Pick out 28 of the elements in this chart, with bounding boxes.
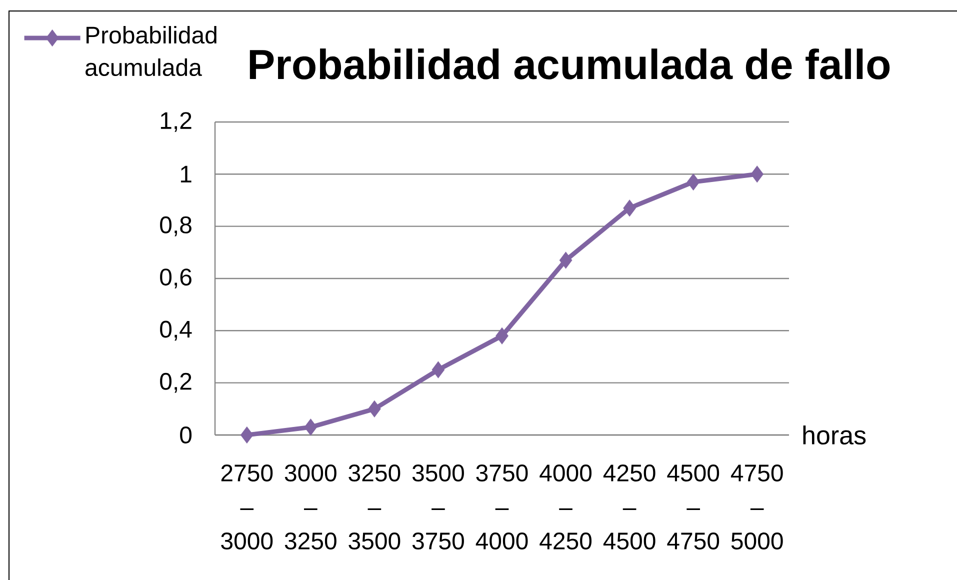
point (304, 418, 318, 436)
point (623, 200, 636, 217)
legend-label: Probabilidad acumulada (86, 26, 216, 76)
y-tick-label: 0,8 (160, 216, 192, 236)
y-tick-label: 0,6 (160, 268, 192, 288)
point (686, 173, 700, 191)
y-tick-label: 1,2 (160, 112, 192, 132)
point (750, 166, 764, 183)
y-tick-label: 0 (180, 426, 192, 444)
x-tick-label: 3250 – 3500 (348, 464, 400, 550)
point (240, 426, 254, 444)
y-tick-label: 1 (180, 166, 192, 182)
x-tick-label: 4000 – 4250 (540, 464, 592, 550)
x-tick-label: 3000 – 3250 (284, 464, 336, 550)
y-tick-label: 0,4 (160, 320, 192, 341)
x-tick-label: 3750 – 4000 (476, 464, 528, 550)
chart-title: Probabilidad acumulada de fallo (250, 48, 890, 80)
point (559, 252, 572, 269)
point (496, 327, 508, 344)
point (368, 400, 381, 418)
x-tick-label: 4750 – 5000 (730, 464, 783, 550)
x-tick-label: 3500 – 3750 (412, 464, 464, 550)
point (432, 361, 445, 378)
x-tick-label: 4250 – 4500 (603, 464, 656, 550)
x-tick-label: 2750 – 3000 (221, 464, 273, 550)
y-tick-label: 0,2 (160, 372, 192, 393)
x-axis-title: horas (803, 425, 866, 445)
x-tick-label: 4500 – 4750 (667, 464, 720, 550)
